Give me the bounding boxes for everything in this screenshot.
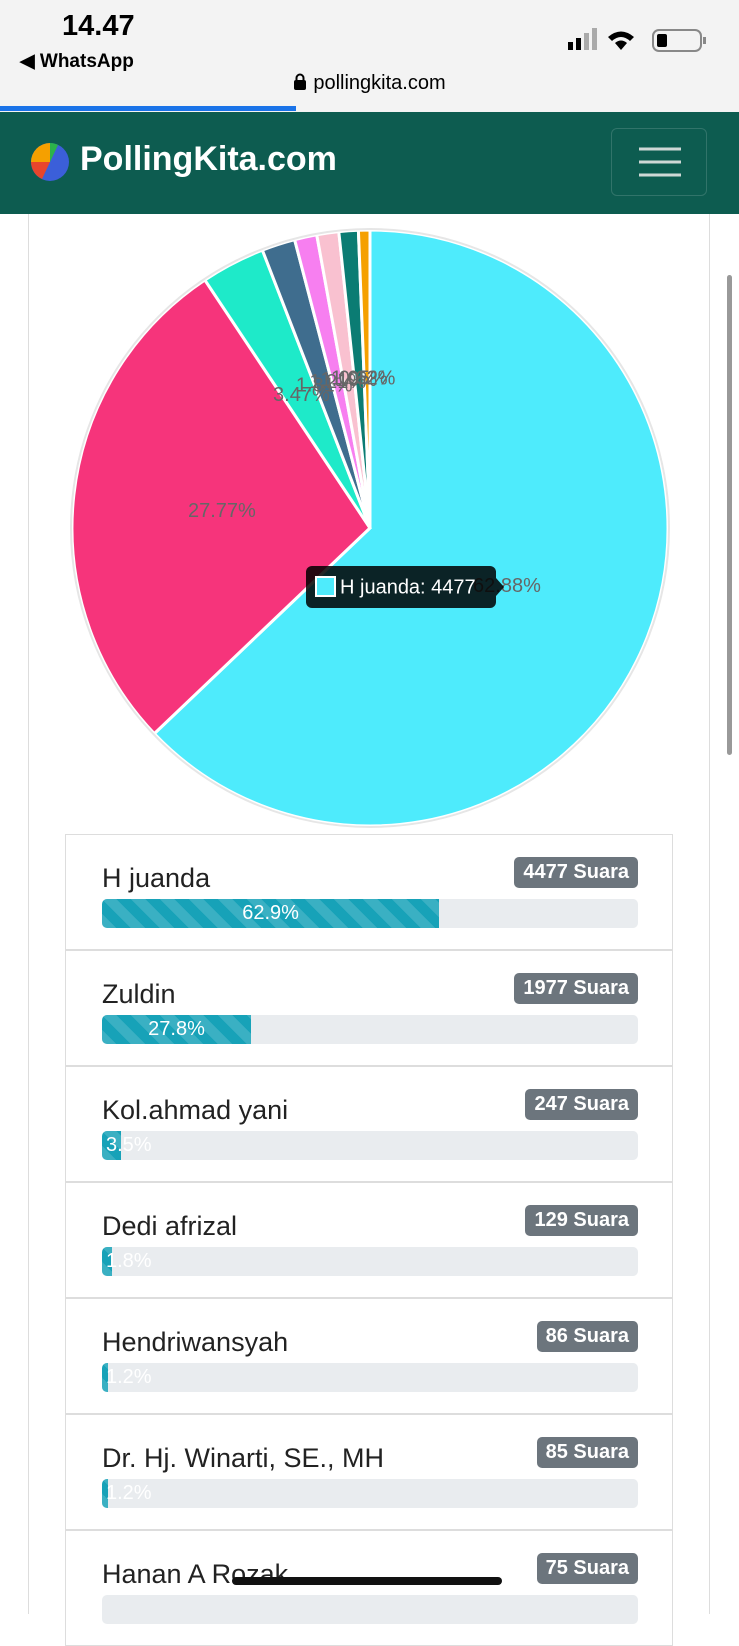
back-to-app[interactable]: ◀ WhatsApp (20, 51, 134, 72)
slice-label: 27.77% (188, 500, 256, 522)
candidate-row: Zuldin 1977 Suara 27.8% (65, 950, 673, 1066)
slice-label: 1.21% (309, 371, 366, 393)
home-indicator (232, 1577, 502, 1585)
pie-slice (70, 277, 372, 736)
progress-label: 3.5% (106, 1134, 152, 1156)
progress-bar (102, 1015, 251, 1044)
candidate-row: Dr. Hj. Winarti, SE., MH 85 Suara 1.2% (65, 1414, 673, 1530)
candidate-name: Dr. Hj. Winarti, SE., MH (102, 1443, 385, 1473)
loading-bar (0, 106, 296, 111)
lock-icon (294, 73, 307, 90)
progress-bar (102, 899, 440, 928)
candidate-name: Hanan A Rozak (102, 1559, 289, 1589)
back-app-name[interactable]: WhatsApp (39, 51, 134, 72)
tooltip-caret (496, 578, 504, 596)
tooltip-box (306, 566, 496, 608)
candidate-row: Dedi afrizal 129 Suara 1.8% (65, 1182, 673, 1298)
candidate-row: Hendriwansyah 86 Suara 1.2% (65, 1298, 673, 1414)
slice-label: 1.19% (321, 369, 378, 391)
candidate-row: Kol.ahmad yani 247 Suara 3.5% (65, 1066, 673, 1182)
progress-track: 27.8% (102, 1015, 638, 1044)
brand-logo (31, 143, 69, 181)
vote-badge: 4477 Suara (514, 857, 638, 888)
scrollbar (727, 275, 732, 755)
status-icons (568, 28, 706, 52)
candidate-name: Zuldin (102, 979, 176, 1009)
progress-bar (102, 1131, 121, 1160)
pie-chart: 62.88%27.77%3.47%1.81%1.21%1.19%1.05%0.6… (70, 228, 670, 828)
clock: 14.47 (62, 10, 135, 42)
candidate-name: Dedi afrizal (102, 1211, 238, 1241)
progress-track: 1.8% (102, 1247, 638, 1276)
tooltip: H juanda: 4477 (306, 566, 504, 608)
vote-badge: 85 Suara (536, 1437, 638, 1468)
slice-label: 0.62% (339, 367, 396, 389)
vote-badge: 247 Suara (525, 1089, 638, 1120)
candidate-name: Hendriwansyah (102, 1327, 289, 1357)
progress-bar (102, 1363, 109, 1392)
menu-toggle[interactable] (611, 128, 707, 196)
candidate-row: Hanan A Rozak 75 Suara (65, 1530, 673, 1646)
slice-label: 1.81% (296, 375, 353, 397)
vote-badge: 86 Suara (536, 1321, 638, 1352)
progress-track: 1.2% (102, 1479, 638, 1508)
slice-label: 3.47% (273, 384, 330, 406)
progress-bar (102, 1247, 112, 1276)
progress-label: 1.2% (106, 1482, 152, 1504)
url-text[interactable]: pollingkita.com (313, 72, 446, 94)
progress-track: 1.2% (102, 1363, 638, 1392)
progress-label: 27.8% (148, 1018, 205, 1040)
candidate-row: H juanda 4477 Suara 62.9% (65, 834, 673, 950)
address-bar[interactable]: pollingkita.com (0, 72, 739, 95)
progress-label: 62.9% (242, 902, 299, 924)
progress-track: 62.9% (102, 899, 638, 928)
brand[interactable]: PollingKita.com (80, 140, 337, 178)
progress-bar (102, 1479, 109, 1508)
pie-slice (152, 228, 670, 828)
progress-label: 1.2% (106, 1366, 152, 1388)
progress-track: 3.5% (102, 1131, 638, 1160)
candidate-name: H juanda (102, 863, 211, 893)
status-bar (0, 0, 739, 112)
progress-label: 1.8% (106, 1250, 152, 1272)
vote-badge: 1977 Suara (514, 973, 638, 1004)
tooltip-swatch (315, 576, 336, 597)
tooltip-text: H juanda: 4477 (340, 576, 476, 598)
pie-outline (70, 228, 670, 828)
progress-track (102, 1595, 638, 1624)
slice-label: 1.05% (331, 368, 388, 390)
menu-icon (639, 147, 681, 177)
vote-badge: 75 Suara (536, 1553, 638, 1584)
card (28, 214, 710, 1614)
vote-badge: 129 Suara (525, 1205, 638, 1236)
candidate-name: Kol.ahmad yani (102, 1095, 289, 1125)
